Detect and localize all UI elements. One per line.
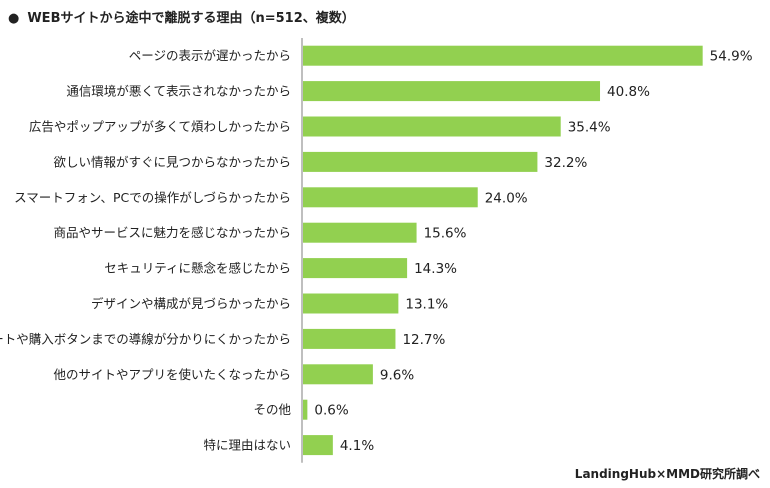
data-label: 24.0%: [485, 190, 528, 206]
bar: [303, 364, 373, 385]
category-label: カートや購入ボタンまでの導線が分かりにくかったから: [0, 331, 291, 346]
bar: [303, 435, 333, 456]
source-credit: LandingHub×MMD研究所調べ: [574, 467, 760, 481]
category-label: スマートフォン、PCでの操作がしづらかったから: [14, 190, 291, 205]
chart-title: ● WEBサイトから途中で離脱する理由（n=512、複数）: [8, 7, 355, 26]
category-label: 特に理由はない: [203, 438, 291, 453]
data-label: 32.2%: [544, 155, 587, 171]
data-label: 13.1%: [405, 297, 448, 313]
bar: [303, 81, 601, 102]
bar: [303, 258, 408, 279]
bar: [303, 293, 399, 314]
data-label: 54.9%: [710, 49, 753, 65]
data-label: 40.8%: [607, 84, 650, 100]
bar: [303, 187, 478, 208]
category-label: 通信環境が悪くて表示されなかったから: [66, 84, 291, 99]
category-label: デザインや構成が見づらかったから: [91, 296, 291, 311]
data-label: 4.1%: [340, 438, 374, 454]
data-label: 12.7%: [402, 332, 445, 348]
category-label: その他: [253, 402, 291, 417]
category-label: 商品やサービスに魅力を感じなかったから: [53, 225, 291, 240]
chart-title-text: WEBサイトから途中で離脱する理由（n=512、複数）: [27, 11, 355, 26]
bar: [303, 328, 396, 349]
data-label: 0.6%: [314, 403, 348, 419]
bar: [303, 222, 417, 243]
data-label: 35.4%: [568, 120, 611, 136]
data-label: 9.6%: [380, 367, 414, 383]
category-label: ページの表示が遅かったから: [129, 48, 291, 63]
bullet-icon: ●: [8, 11, 20, 26]
bar: [303, 116, 561, 137]
category-label: 欲しい情報がすぐに見つからなかったから: [53, 154, 291, 169]
bar: [303, 399, 308, 420]
bar: [303, 151, 538, 172]
category-label: 広告やポップアップが多くて煩わしかったから: [29, 119, 291, 134]
bar: [303, 45, 703, 66]
category-label: セキュリティに懸念を感じたから: [104, 261, 291, 276]
data-label: 14.3%: [414, 261, 457, 277]
data-label: 15.6%: [424, 226, 467, 242]
category-label: 他のサイトやアプリを使いたくなったから: [53, 367, 291, 382]
